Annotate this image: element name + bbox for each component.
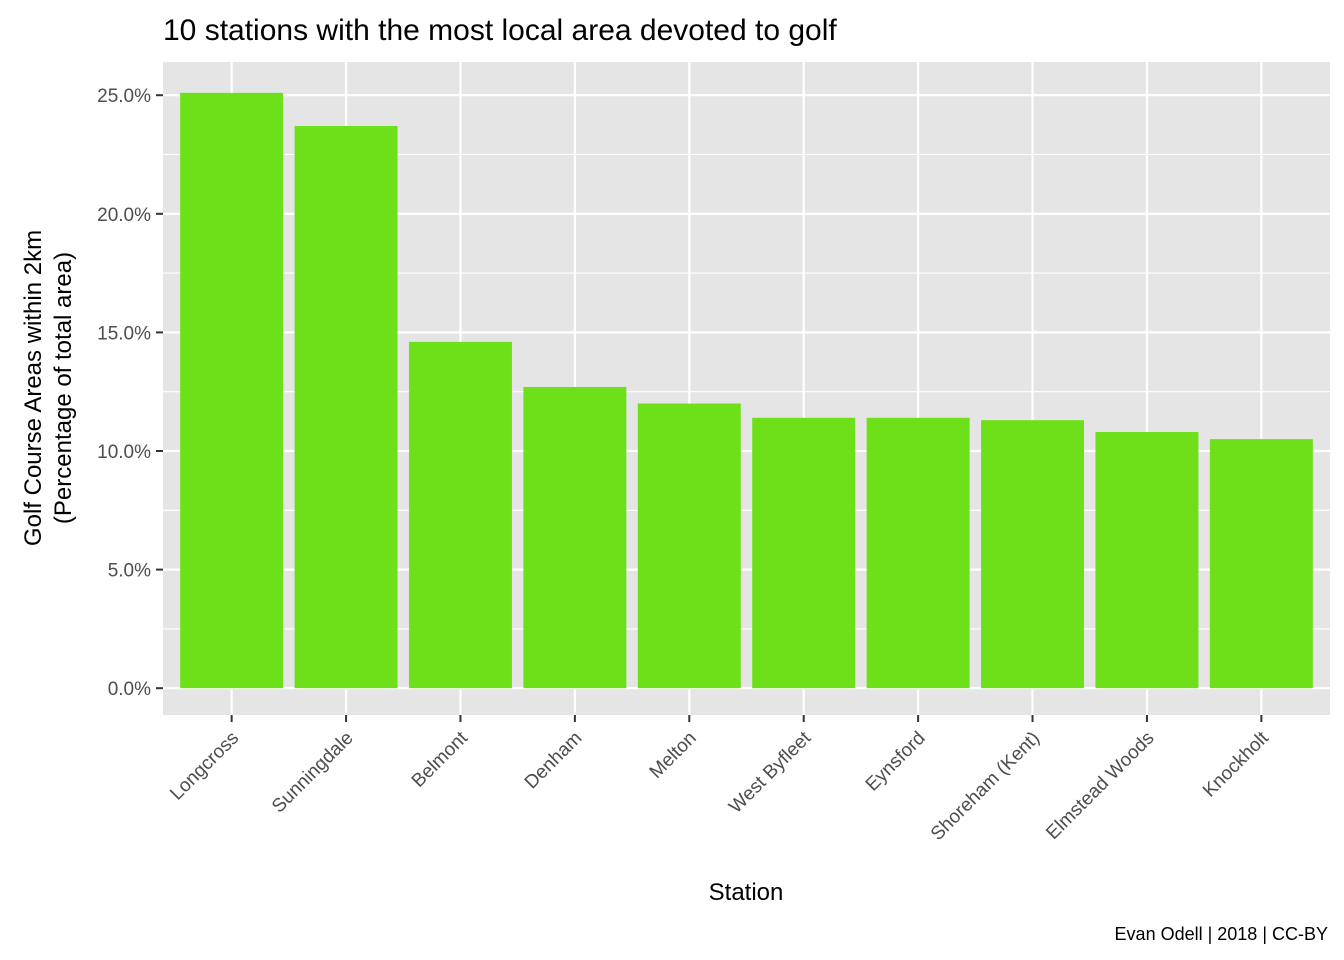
x-tick-label: West Byfleet <box>725 727 816 818</box>
y-tick-label: 10.0% <box>97 442 151 463</box>
x-tick-label: Sunningdale <box>268 728 358 818</box>
y-axis-title-line-2: (Percentage of total area) <box>50 252 77 524</box>
x-tick-label: Knockholt <box>1199 727 1273 801</box>
x-tick-label: Belmont <box>408 727 473 792</box>
x-tick-label: Eynsford <box>862 728 930 796</box>
y-tick-label: 20.0% <box>97 205 151 226</box>
bar-west-byfleet <box>752 417 856 689</box>
bar-longcross <box>180 92 284 689</box>
x-axis: Longcross Sunningdale Belmont Denham Melton W… <box>166 715 1273 845</box>
bar-shoreham-kent <box>981 420 1085 689</box>
y-tick-label: 5.0% <box>108 561 151 582</box>
chart-title: 10 stations with the most local area dev… <box>163 14 837 47</box>
bar-knockholt <box>1209 439 1313 689</box>
bar-elmstead-woods <box>1095 432 1199 689</box>
bar-sunningdale <box>294 126 398 689</box>
x-tick-label: Shoreham (Kent) <box>927 728 1044 845</box>
bar-eynsford <box>866 417 970 689</box>
y-axis: 0.0% 5.0% 10.0% 15.0% 20.0% 25.0% <box>97 86 163 700</box>
bars <box>180 92 1313 689</box>
x-tick-label: Longcross <box>166 728 243 805</box>
chart-caption: Evan Odell | 2018 | CC-BY <box>1115 924 1328 944</box>
y-tick-label: 25.0% <box>97 86 151 107</box>
bar-melton <box>637 403 741 689</box>
y-tick-label: 15.0% <box>97 323 151 344</box>
bar-belmont <box>408 341 512 689</box>
x-tick-label: Denham <box>521 728 587 794</box>
bar-denham <box>523 386 627 689</box>
x-axis-title: Station <box>709 879 784 906</box>
y-tick-label: 0.0% <box>108 679 151 700</box>
y-axis-title: Golf Course Areas within 2km (Percentage… <box>20 230 77 546</box>
x-tick-label: Melton <box>646 728 701 783</box>
y-axis-title-line-1: Golf Course Areas within 2km <box>20 230 47 546</box>
x-tick-label: Elmstead Woods <box>1042 728 1158 844</box>
